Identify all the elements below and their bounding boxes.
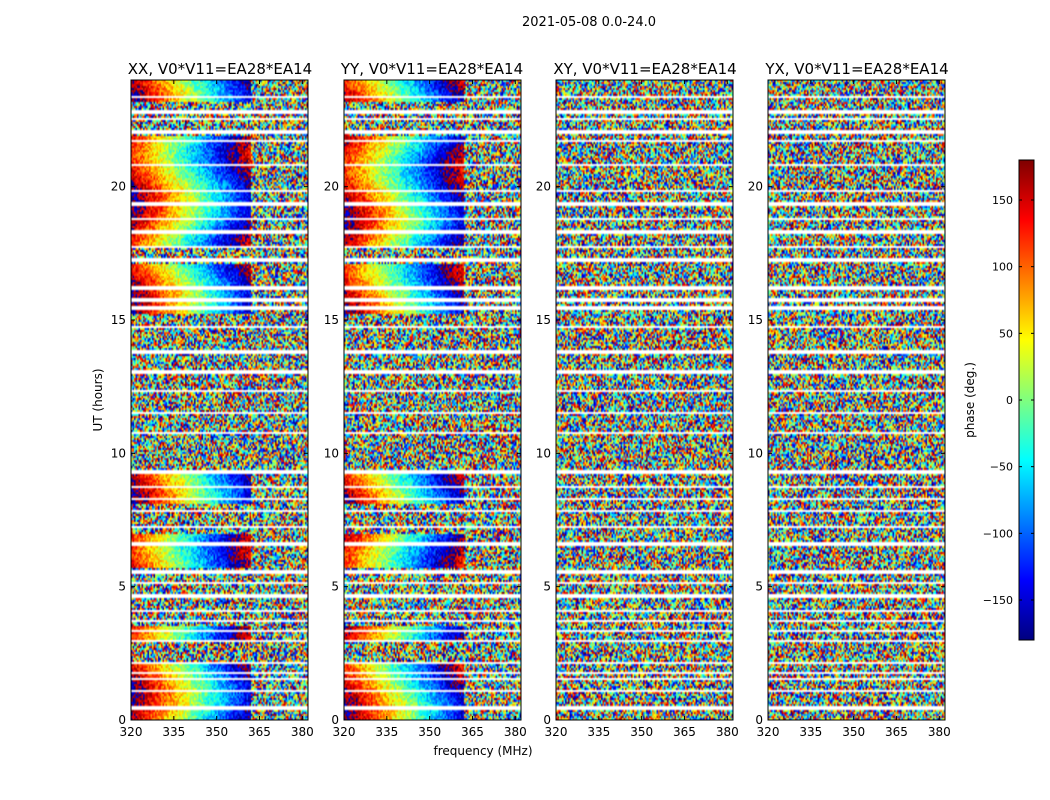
x-tick-label: 320	[757, 725, 780, 739]
panel-xy: XY, V0*V11=EA28*EA14	[553, 60, 737, 721]
x-tick-label: 335	[799, 725, 822, 739]
x-tick-label: 380	[291, 725, 314, 739]
panel-frame-xx	[130, 79, 309, 721]
x-tick-label: 380	[928, 725, 951, 739]
panel-xx: XX, V0*V11=EA28*EA14	[128, 60, 312, 721]
panel-yy: YY, V0*V11=EA28*EA14	[340, 60, 523, 721]
x-tick-label: 320	[333, 725, 356, 739]
x-tick-label: 365	[461, 725, 484, 739]
y-tick-label: 15	[536, 313, 551, 327]
y-tick-label: 5	[331, 580, 339, 594]
y-tick-label: 0	[331, 713, 339, 727]
y-tick-label: 20	[748, 180, 763, 194]
x-tick-label: 320	[120, 725, 143, 739]
x-tick-label: 350	[630, 725, 653, 739]
y-tick-label: 10	[111, 446, 126, 460]
colorbar-tick-label: 150	[992, 194, 1013, 207]
x-tick-label: 350	[205, 725, 228, 739]
y-tick-label: 15	[748, 313, 763, 327]
y-tick-label: 5	[118, 580, 126, 594]
y-tick-label: 10	[536, 446, 551, 460]
x-tick-label: 365	[673, 725, 696, 739]
y-tick-label: 0	[118, 713, 126, 727]
x-tick-label: 365	[885, 725, 908, 739]
panel-heatmap-yy	[344, 80, 521, 720]
y-tick-label: 20	[324, 180, 339, 194]
y-axis-label: UT (hours)	[91, 368, 105, 431]
panel-yx: YX, V0*V11=EA28*EA14	[764, 60, 949, 721]
y-tick-label: 0	[755, 713, 763, 727]
y-tick-label: 0	[543, 713, 551, 727]
y-tick-label: 15	[111, 313, 126, 327]
y-tick-label: 20	[536, 180, 551, 194]
figure-title: 2021-05-08 0.0-24.0	[522, 15, 656, 30]
panel-frame-yx	[767, 79, 946, 721]
x-tick-label: 365	[248, 725, 271, 739]
x-tick-label: 380	[504, 725, 527, 739]
colorbar-tick-label: −150	[983, 594, 1013, 607]
x-tick-label: 350	[418, 725, 441, 739]
y-tick-label: 5	[755, 580, 763, 594]
y-tick-label: 15	[324, 313, 339, 327]
panel-frame-yy	[343, 79, 522, 721]
x-tick-label: 380	[716, 725, 739, 739]
colorbar-label: phase (deg.)	[963, 362, 977, 438]
x-tick-label: 320	[545, 725, 568, 739]
x-axis-label: frequency (MHz)	[433, 744, 532, 758]
colorbar-ticks: 150 100 50 0 −50 −100 −150	[983, 194, 1034, 607]
axis-ticks: 320 335 350 365 380 0 5 10 15 20 320 335 350 365 380 0 5…	[111, 80, 951, 739]
panel-title-xy: XY, V0*V11=EA28*EA14	[553, 60, 736, 78]
panel-heatmap-yx	[768, 80, 945, 720]
y-tick-label: 5	[543, 580, 551, 594]
y-tick-label: 10	[324, 446, 339, 460]
panel-title-yx: YX, V0*V11=EA28*EA14	[764, 60, 948, 78]
x-tick-label: 335	[375, 725, 398, 739]
colorbar-tick-label: 50	[999, 327, 1013, 340]
colorbar-tick-label: −50	[990, 461, 1013, 474]
colorbar-tick-label: −100	[983, 527, 1013, 540]
panel-title-xx: XX, V0*V11=EA28*EA14	[128, 60, 312, 78]
x-tick-label: 335	[587, 725, 610, 739]
y-tick-label: 20	[111, 180, 126, 194]
colorbar-tick-label: 100	[992, 261, 1013, 274]
panel-heatmap-xx	[131, 80, 308, 720]
x-tick-label: 350	[842, 725, 865, 739]
panel-title-yy: YY, V0*V11=EA28*EA14	[340, 60, 523, 78]
panel-heatmap-xy	[556, 80, 733, 720]
panel-frame-xy	[555, 79, 734, 721]
y-tick-label: 10	[748, 446, 763, 460]
colorbar-tick-label: 0	[1006, 394, 1013, 407]
x-tick-label: 335	[162, 725, 185, 739]
